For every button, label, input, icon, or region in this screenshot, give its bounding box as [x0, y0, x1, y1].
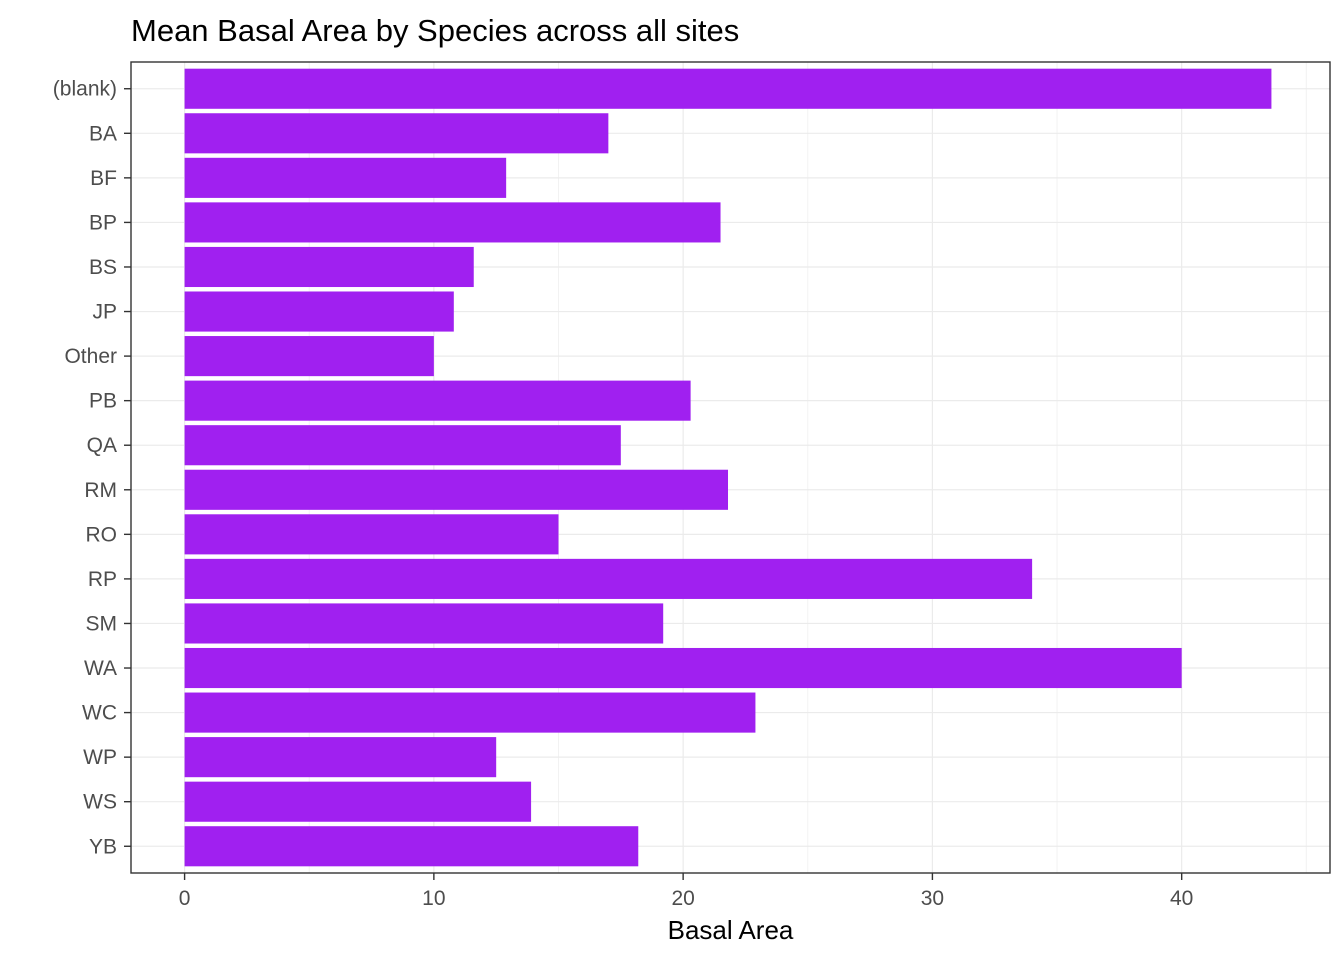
bar — [184, 514, 559, 555]
bar — [184, 68, 1272, 109]
x-tick-label: 10 — [422, 887, 445, 910]
y-tick-label: SM — [86, 612, 118, 635]
bar — [184, 113, 609, 154]
bar — [184, 157, 507, 198]
x-tick-label: 20 — [671, 887, 694, 910]
y-tick-label: RP — [88, 568, 117, 591]
y-axis: (blank) BA BF BP BS JP Other PB QA RM RO RP SM WA WC WP… — [53, 78, 131, 858]
x-tick-label: 0 — [179, 887, 191, 910]
bar — [184, 603, 664, 644]
y-tick-label: WA — [84, 657, 117, 680]
bar — [184, 692, 756, 733]
x-axis-title: Basal Area — [668, 915, 794, 945]
y-tick-label: WC — [82, 702, 117, 725]
y-tick-label: JP — [92, 301, 117, 324]
bar — [184, 469, 729, 510]
x-axis: 0 10 20 30 40 — [179, 873, 1193, 910]
bar — [184, 291, 454, 332]
y-tick-label: WP — [83, 746, 117, 769]
bar — [184, 558, 1033, 599]
x-tick-label: 40 — [1170, 887, 1193, 910]
y-tick-label: BF — [90, 167, 117, 190]
y-tick-label: RO — [86, 523, 118, 546]
y-tick-label: WS — [83, 791, 117, 814]
bar — [184, 380, 691, 421]
bar — [184, 781, 532, 822]
chart-title: Mean Basal Area by Species across all si… — [131, 13, 739, 48]
y-tick-label: BA — [89, 122, 117, 145]
bar — [184, 826, 639, 867]
y-tick-label: RM — [84, 479, 117, 502]
y-tick-label: BP — [89, 211, 117, 234]
plot-border — [130, 61, 1331, 874]
y-tick-label: BS — [89, 256, 117, 279]
y-tick-label: (blank) — [53, 78, 117, 101]
bar — [184, 336, 434, 377]
bar — [184, 246, 474, 288]
bar — [184, 425, 621, 466]
bar — [184, 737, 497, 778]
bars — [184, 68, 1272, 867]
bar — [184, 202, 721, 243]
x-tick-label: 30 — [921, 887, 944, 910]
y-tick-label: YB — [89, 835, 117, 858]
y-tick-label: Other — [64, 345, 117, 368]
y-tick-label: PB — [89, 390, 117, 413]
bar — [184, 647, 1182, 689]
y-tick-label: QA — [87, 434, 117, 457]
